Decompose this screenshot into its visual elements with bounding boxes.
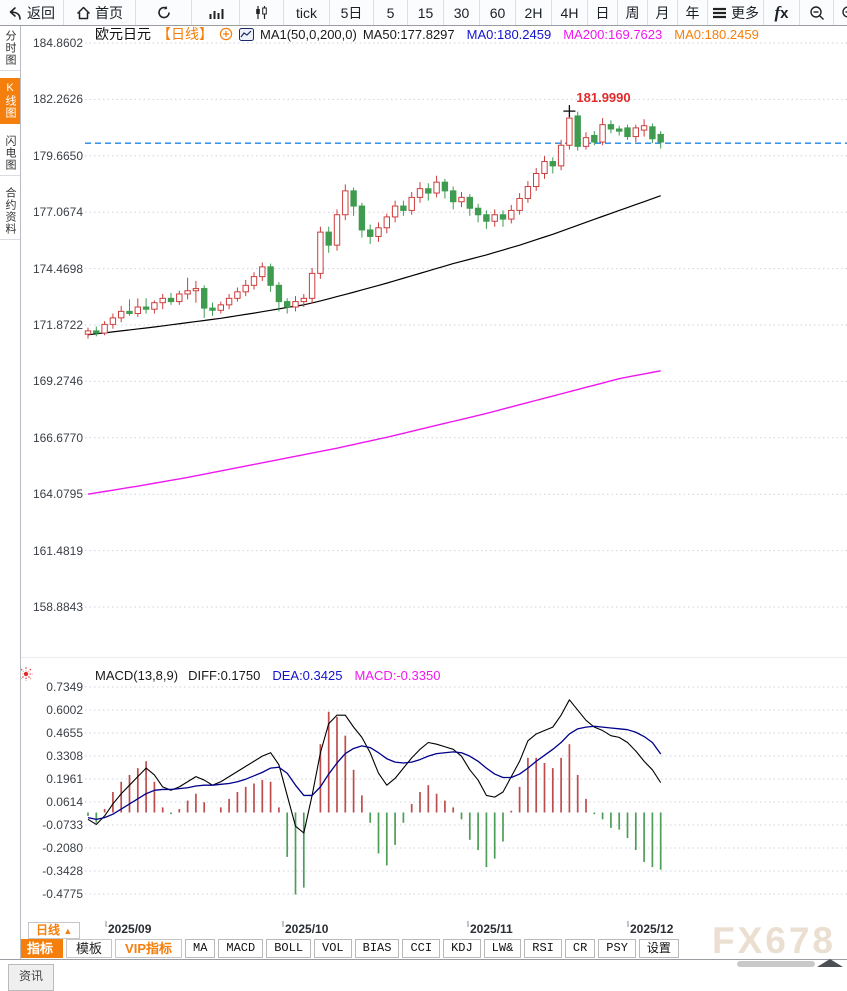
- legend-toggle-icon[interactable]: [219, 27, 233, 41]
- indicator-button-ma[interactable]: MA: [185, 939, 215, 958]
- period-selector-label: 日线: [36, 923, 60, 937]
- toolbar-label: 4H: [561, 5, 579, 21]
- toolbar-period-week-button[interactable]: 周: [618, 0, 648, 25]
- toolbar-label: 2H: [525, 5, 543, 21]
- toolbar-tick-button[interactable]: tick: [284, 0, 330, 25]
- toolbar-label: 15: [418, 5, 434, 21]
- indicator-settings-button[interactable]: 设置: [639, 939, 679, 958]
- date-label: 2025/12: [630, 922, 673, 936]
- toolbar-period-15-button[interactable]: 15: [408, 0, 444, 25]
- high-price-label: 181.9990: [576, 90, 630, 105]
- toolbar-period-2h-button[interactable]: 2H: [516, 0, 552, 25]
- tab-模板[interactable]: 模板: [66, 939, 112, 958]
- bottom-divider: [0, 959, 847, 960]
- macd-value: DIFF:0.1750: [188, 668, 260, 683]
- ma-value: MA0:180.2459: [674, 27, 759, 42]
- toolbar-zoom-in-button[interactable]: [834, 0, 847, 25]
- zoom-out-icon: [809, 5, 825, 21]
- toolbar-period-5d-button[interactable]: 5日: [330, 0, 374, 25]
- ma-value: MA50:177.8297: [363, 27, 455, 42]
- toolbar-label: 5日: [341, 3, 363, 23]
- toolbar-kline-chart-button[interactable]: [240, 0, 284, 25]
- ma-indicator-icon[interactable]: [239, 28, 254, 41]
- pane-separator: [21, 657, 847, 658]
- ma-value: MA0:180.2459: [467, 27, 552, 42]
- home-icon: [76, 6, 91, 20]
- toolbar-period-60-button[interactable]: 60: [480, 0, 516, 25]
- sidebar-item-合约资料[interactable]: 合约资料: [0, 183, 20, 240]
- menu-icon: [712, 7, 727, 19]
- fx-icon: fx: [774, 3, 788, 23]
- indicator-button-rsi[interactable]: RSI: [524, 939, 562, 958]
- triangle-up-icon: ▲: [63, 926, 72, 936]
- zoom-in-icon: [841, 5, 847, 21]
- macd-value: MACD:-0.3350: [354, 668, 440, 683]
- toolbar-refresh-button[interactable]: [136, 0, 192, 25]
- toolbar-label: tick: [296, 5, 317, 21]
- toolbar-period-30-button[interactable]: 30: [444, 0, 480, 25]
- toolbar-label: 更多: [731, 3, 759, 23]
- indicator-button-kdj[interactable]: KDJ: [443, 939, 481, 958]
- indicator-button-lw&[interactable]: LW&: [484, 939, 522, 958]
- indicator-button-cr[interactable]: CR: [565, 939, 595, 958]
- tab-VIP指标[interactable]: VIP指标: [115, 939, 182, 958]
- toolbar-period-5-button[interactable]: 5: [374, 0, 408, 25]
- tab-指标[interactable]: 指标: [17, 939, 63, 958]
- toolbar-label: 返回: [27, 3, 55, 23]
- horizontal-scrollbar[interactable]: [737, 961, 815, 967]
- toolbar-label: 月: [656, 3, 670, 23]
- toolbar-home-button[interactable]: 首页: [64, 0, 136, 25]
- indicator-button-boll[interactable]: BOLL: [266, 939, 311, 958]
- candles-icon: [254, 5, 269, 20]
- sidebar-item-闪电图[interactable]: 闪电图: [0, 131, 20, 176]
- ma-value: MA200:169.7623: [563, 27, 662, 42]
- toolbar-label: 30: [454, 5, 470, 21]
- ma-values: MA50:177.8297 MA0:180.2459 MA200:169.7623 M…: [363, 27, 759, 42]
- toolbar-period-4h-button[interactable]: 4H: [552, 0, 588, 25]
- indicator-button-psy[interactable]: PSY: [598, 939, 636, 958]
- indicator-button-vol[interactable]: VOL: [314, 939, 352, 958]
- refresh-icon: [156, 5, 172, 20]
- news-tab-label: 资讯: [19, 969, 43, 983]
- back-arrow-icon: [8, 6, 23, 20]
- watermark: FX678: [712, 920, 836, 962]
- toolbar-label: 首页: [95, 3, 123, 23]
- indicator-button-macd[interactable]: MACD: [218, 939, 263, 958]
- indicator-button-bias[interactable]: BIAS: [355, 939, 400, 958]
- toolbar-fx-button[interactable]: fx: [764, 0, 800, 25]
- macd-title: MACD(13,8,9): [95, 668, 178, 683]
- sidebar-item-分时图[interactable]: 分时图: [0, 26, 20, 71]
- macd-value: DEA:0.3425: [272, 668, 342, 683]
- symbol-name: 欧元日元: [95, 24, 151, 44]
- date-label: 2025/10: [285, 922, 328, 936]
- toolbar-label: 年: [686, 3, 700, 23]
- date-label: 2025/09: [108, 922, 151, 936]
- toolbar-more-button[interactable]: 更多: [708, 0, 764, 25]
- toolbar-bar-chart-button[interactable]: [192, 0, 240, 25]
- period-tag: 【日线】: [157, 24, 213, 44]
- toolbar-label: 日: [596, 3, 610, 23]
- toolbar-period-day-button[interactable]: 日: [588, 0, 618, 25]
- top-toolbar: 返回 首页 tick 5日 5 15 30 60 2H 4H 日周月年 更多 fx: [0, 0, 847, 26]
- date-label: 2025/11: [470, 922, 513, 936]
- period-selector[interactable]: 日线 ▲: [28, 922, 80, 939]
- toolbar-period-year-button[interactable]: 年: [678, 0, 708, 25]
- toolbar-label: 周: [626, 3, 640, 23]
- ma-settings: MA1(50,0,200,0): [260, 27, 357, 42]
- toolbar-period-month-button[interactable]: 月: [648, 0, 678, 25]
- macd-header: MACD(13,8,9) DIFF:0.1750 DEA:0.3425 MACD:-…: [95, 668, 440, 683]
- toolbar-label: 5: [387, 5, 395, 21]
- bar-chart-icon: [208, 6, 224, 20]
- sidebar-item-K线图[interactable]: K线图: [0, 78, 20, 124]
- macd-values: DIFF:0.1750 DEA:0.3425 MACD:-0.3350: [188, 668, 440, 683]
- toolbar-zoom-out-button[interactable]: [800, 0, 834, 25]
- indicator-button-cci[interactable]: CCI: [402, 939, 440, 958]
- toolbar-label: 60: [490, 5, 506, 21]
- left-sidebar: 分时图 K线图闪电图合约资料: [0, 26, 21, 959]
- toolbar-back-button[interactable]: 返回: [0, 0, 64, 25]
